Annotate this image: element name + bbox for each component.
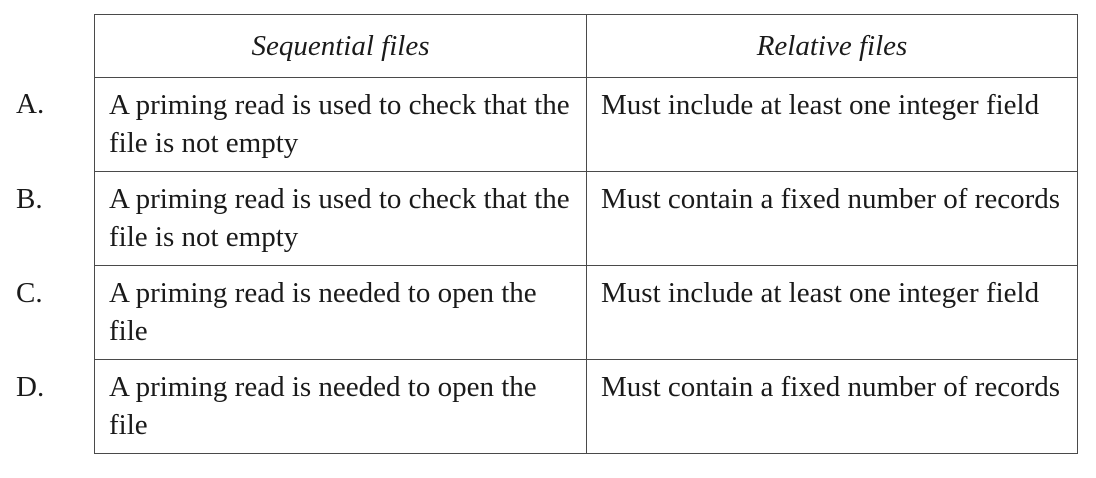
header-relative-files: Relative files	[586, 14, 1078, 78]
option-label-a: A.	[16, 88, 45, 120]
row-d-sequential-cell: A priming read is needed to open the fil…	[94, 359, 587, 454]
row-c-relative-cell: Must include at least one integer field	[586, 265, 1078, 360]
option-label-d: D.	[16, 371, 45, 403]
row-c-sequential-cell: A priming read is needed to open the fil…	[94, 265, 587, 360]
option-label-c: C.	[16, 277, 43, 309]
table-row: A priming read is needed to open the fil…	[94, 265, 1078, 360]
table-row: A priming read is used to check that the…	[94, 77, 1078, 172]
row-a-sequential-cell: A priming read is used to check that the…	[94, 77, 587, 172]
row-b-relative-cell: Must contain a fixed number of records	[586, 171, 1078, 266]
table-row: A priming read is used to check that the…	[94, 171, 1078, 266]
table-header-row: Sequential files Relative files	[94, 14, 1078, 78]
table-row: A priming read is needed to open the fil…	[94, 359, 1078, 454]
header-sequential-files: Sequential files	[94, 14, 587, 78]
row-b-sequential-cell: A priming read is used to check that the…	[94, 171, 587, 266]
row-a-relative-cell: Must include at least one integer field	[586, 77, 1078, 172]
option-label-b: B.	[16, 183, 43, 215]
answer-options-table: Sequential files Relative files A primin…	[94, 14, 1078, 454]
row-d-relative-cell: Must contain a fixed number of records	[586, 359, 1078, 454]
